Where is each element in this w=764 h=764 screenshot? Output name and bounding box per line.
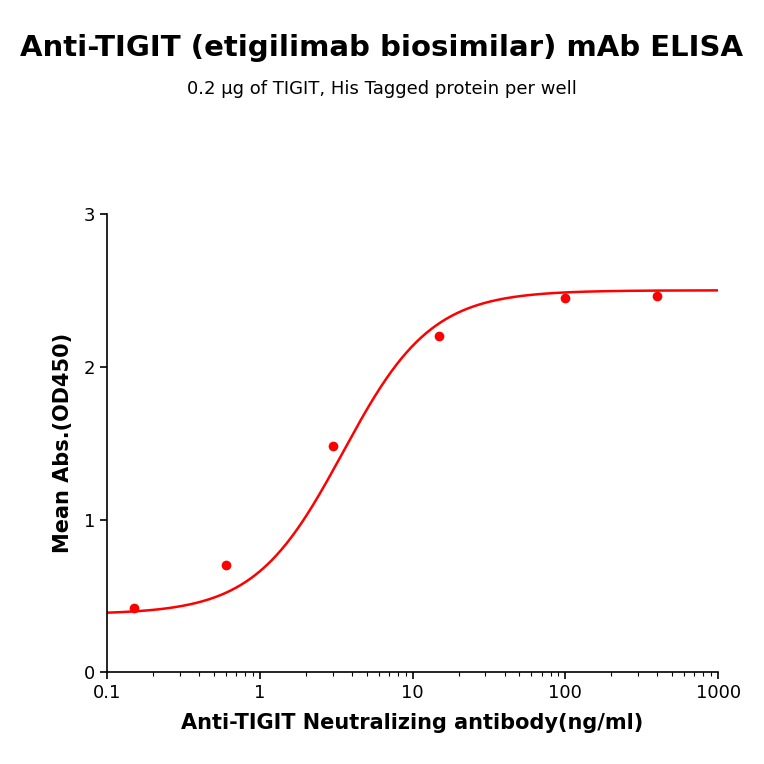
X-axis label: Anti-TIGIT Neutralizing antibody(ng/ml): Anti-TIGIT Neutralizing antibody(ng/ml) [181, 714, 644, 733]
Text: Anti-TIGIT (etigilimab biosimilar) mAb ELISA: Anti-TIGIT (etigilimab biosimilar) mAb E… [21, 34, 743, 63]
Text: 0.2 μg of TIGIT, His Tagged protein per well: 0.2 μg of TIGIT, His Tagged protein per … [187, 80, 577, 99]
Y-axis label: Mean Abs.(OD450): Mean Abs.(OD450) [53, 333, 73, 553]
